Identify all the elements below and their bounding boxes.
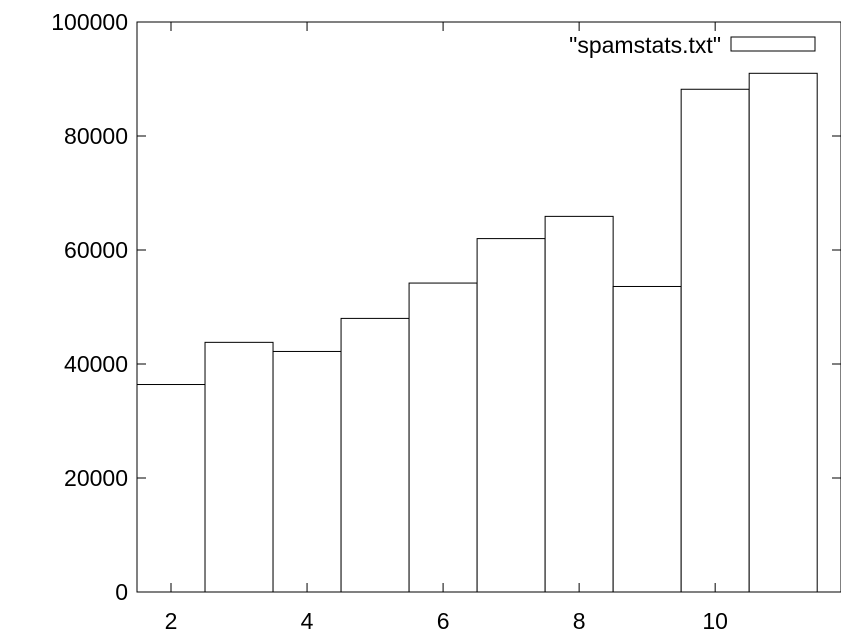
y-tick-label: 40000 xyxy=(64,351,128,377)
y-tick-labels: 0 20000 40000 60000 80000 100000 xyxy=(51,9,128,605)
y-tick-label: 0 xyxy=(115,579,128,605)
bar xyxy=(612,285,682,593)
bar xyxy=(408,282,478,593)
bar xyxy=(748,72,818,593)
bar xyxy=(544,215,614,593)
bar xyxy=(340,317,410,593)
x-tick-label: 8 xyxy=(573,608,586,634)
bar xyxy=(476,238,546,593)
bars xyxy=(136,72,818,593)
legend: "spamstats.txt" xyxy=(569,32,816,58)
legend-swatch xyxy=(730,36,816,52)
bar xyxy=(136,384,206,593)
bar xyxy=(680,88,750,593)
x-tick-label: 10 xyxy=(702,608,728,634)
y-tick-label: 100000 xyxy=(51,9,128,35)
x-tick-label: 2 xyxy=(165,608,178,634)
plot-frame xyxy=(136,21,841,593)
x-tick-label: 6 xyxy=(437,608,450,634)
bar xyxy=(272,350,342,593)
x-tick-labels: 2 4 6 8 10 xyxy=(165,608,728,634)
legend-label: "spamstats.txt" xyxy=(569,32,721,58)
y-tick-label: 60000 xyxy=(64,237,128,263)
bar xyxy=(204,341,274,593)
y-tick-label: 20000 xyxy=(64,465,128,491)
x-tick-label: 4 xyxy=(301,608,314,634)
y-tick-label: 80000 xyxy=(64,123,128,149)
